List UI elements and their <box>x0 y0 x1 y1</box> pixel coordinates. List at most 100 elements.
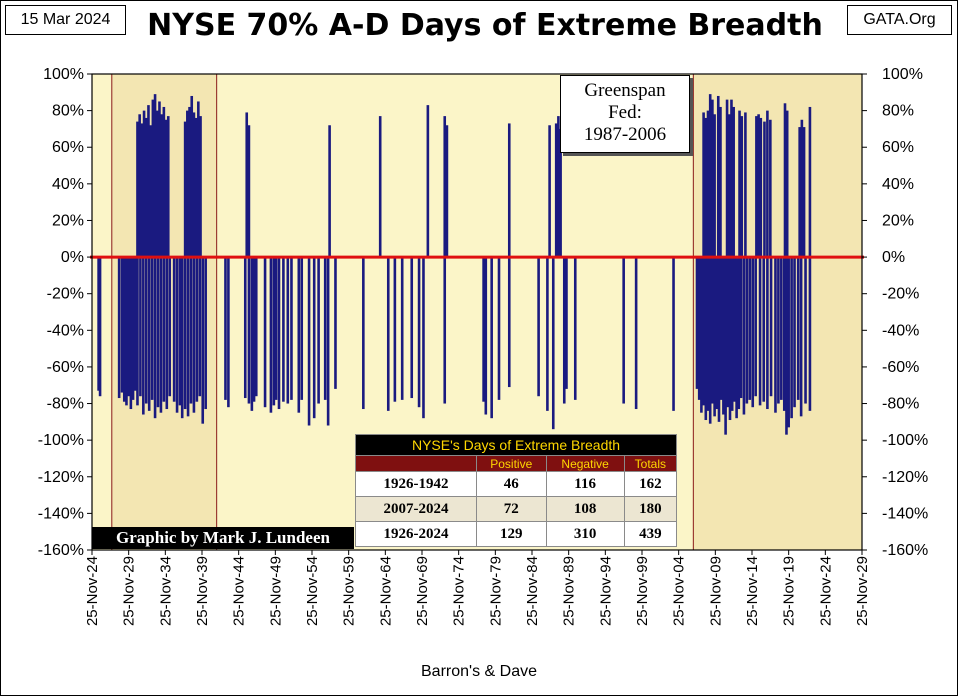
data-bar <box>190 95 194 258</box>
source-label: Barron's & Dave <box>421 663 537 680</box>
data-bar <box>700 257 703 413</box>
data-bar <box>719 106 722 258</box>
data-bar <box>799 257 803 417</box>
table-row: 1926-1942 46 116 162 <box>355 471 678 497</box>
data-bar <box>98 257 102 397</box>
y-tick-label-right: 100% <box>882 66 923 83</box>
data-bar <box>766 257 769 410</box>
table-cell-negative: 310 <box>545 521 625 547</box>
data-bar <box>554 123 558 258</box>
data-bar <box>798 127 801 258</box>
annotation-line-3: 1987-2006 <box>583 124 667 145</box>
table-header-totals: Totals <box>623 455 678 472</box>
data-bar <box>155 110 159 258</box>
data-bar <box>573 257 577 400</box>
data-bar <box>312 257 316 419</box>
table-cell-positive: 129 <box>476 521 547 547</box>
table-row: 1926-2024 129 310 439 <box>355 521 678 547</box>
y-tick-label: 100% <box>43 66 84 83</box>
data-bar <box>410 257 414 399</box>
data-bar <box>766 110 769 258</box>
x-tick-label: 25-Nov-54 <box>304 556 321 626</box>
data-bar <box>738 110 741 258</box>
y-tick-label: -40% <box>47 322 84 339</box>
data-bar <box>300 257 304 400</box>
x-tick-label: 25-Nov-44 <box>231 556 248 626</box>
chart-title: NYSE 70% A-D Days of Extreme Breadth <box>147 8 823 43</box>
y-tick-label-right: 20% <box>882 212 914 229</box>
data-bar <box>482 257 485 402</box>
data-bar <box>162 106 166 258</box>
data-bar <box>144 117 148 258</box>
data-bar <box>715 257 719 410</box>
data-bar <box>201 257 205 424</box>
table-cell-positive: 72 <box>476 496 547 522</box>
data-bar <box>138 114 141 258</box>
data-bar <box>247 125 251 258</box>
data-bar <box>198 257 202 397</box>
table-cell-total: 439 <box>623 521 678 547</box>
data-bar <box>164 119 168 258</box>
data-bar <box>808 106 812 258</box>
data-bar <box>754 257 757 397</box>
data-bar <box>722 257 725 415</box>
data-bar <box>175 257 179 413</box>
data-bar <box>153 94 157 258</box>
data-bar <box>728 257 732 421</box>
data-bar <box>150 257 154 400</box>
data-bar <box>559 128 562 258</box>
data-bar <box>737 257 741 410</box>
table-cell-period: 2007-2024 <box>355 496 477 522</box>
data-bar <box>739 257 743 399</box>
data-bar <box>290 257 293 400</box>
data-bar <box>144 257 148 404</box>
data-bar <box>247 257 251 404</box>
data-bar <box>188 106 191 258</box>
plot-border <box>91 73 863 551</box>
data-bar <box>282 257 285 402</box>
data-bar <box>136 257 139 406</box>
data-bar <box>417 257 421 408</box>
y-tick-label: -80% <box>47 396 84 413</box>
data-bar <box>719 257 723 400</box>
data-bar <box>127 257 130 397</box>
data-bar <box>136 121 139 258</box>
data-bar <box>323 257 327 400</box>
data-bar <box>147 257 151 411</box>
data-bar <box>443 257 447 404</box>
y-tick-label: -140% <box>38 505 84 522</box>
data-bar <box>702 257 705 406</box>
graphic-credit: Graphic by Mark J. Lundeen <box>92 527 354 549</box>
data-bar <box>97 257 100 391</box>
greenspan-fed-annotation: Greenspan Fed: 1987-2006 <box>560 75 690 153</box>
data-bar <box>252 257 256 402</box>
data-bar <box>147 105 150 258</box>
annotation-line-1: Greenspan <box>584 80 666 101</box>
annotation-line-2: Fed: <box>608 102 642 123</box>
data-bar <box>507 123 511 258</box>
data-bar <box>142 257 145 415</box>
data-bar <box>192 112 196 258</box>
data-bar <box>490 257 493 419</box>
data-bar <box>708 94 712 258</box>
data-bar <box>730 257 734 411</box>
data-bar <box>732 106 735 258</box>
data-bar <box>695 257 699 389</box>
data-bar <box>711 257 714 404</box>
table-cell-period: 1926-1942 <box>355 471 477 497</box>
y-tick-label: -20% <box>47 286 84 303</box>
data-bar <box>378 116 382 258</box>
data-bar <box>426 105 430 258</box>
x-tick-label: 25-Nov-49 <box>267 556 284 626</box>
data-bar <box>713 114 716 258</box>
data-bar <box>393 257 397 402</box>
data-bar <box>165 257 169 410</box>
data-bar <box>133 257 137 391</box>
data-bar <box>708 257 712 424</box>
data-bar <box>804 257 807 404</box>
data-bar <box>507 257 511 388</box>
data-bar <box>386 257 390 411</box>
data-bar <box>166 116 170 258</box>
data-bar <box>785 110 789 258</box>
